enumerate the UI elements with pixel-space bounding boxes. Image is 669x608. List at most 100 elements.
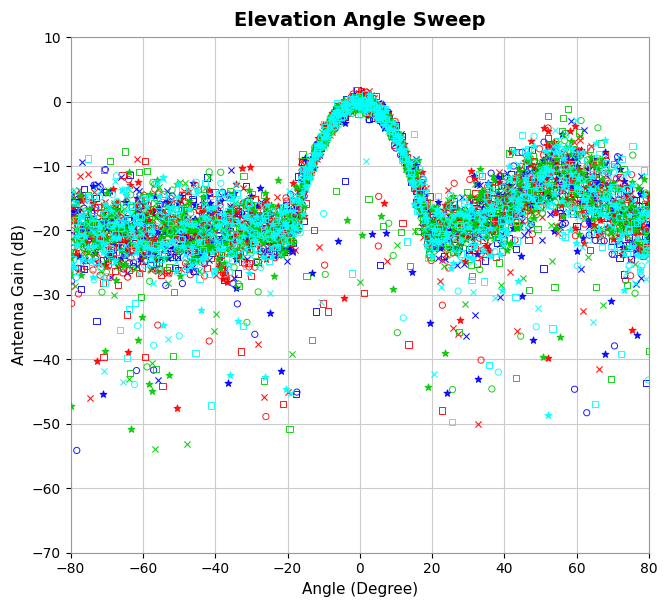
Point	[557, 126, 567, 136]
Point	[551, 142, 562, 152]
Point	[643, 375, 654, 385]
Point	[173, 240, 184, 250]
Point	[171, 245, 182, 255]
Point	[225, 165, 236, 175]
Point	[552, 164, 563, 173]
Point	[311, 149, 322, 159]
Point	[266, 235, 277, 245]
Point	[190, 200, 201, 210]
Point	[374, 112, 385, 122]
Point	[530, 168, 541, 178]
Point	[198, 241, 209, 250]
Point	[250, 210, 261, 220]
Point	[332, 103, 343, 112]
Point	[393, 133, 403, 143]
Point	[187, 196, 198, 206]
Point	[594, 230, 605, 240]
Point	[622, 184, 632, 194]
Point	[557, 129, 567, 139]
Point	[470, 309, 480, 319]
Point	[563, 202, 573, 212]
Point	[244, 185, 255, 195]
Point	[487, 221, 498, 230]
Point	[567, 144, 577, 154]
Point	[453, 235, 464, 244]
Point	[622, 248, 632, 258]
Point	[371, 114, 382, 124]
Point	[219, 238, 230, 247]
Point	[95, 182, 106, 192]
Point	[341, 94, 351, 103]
Point	[126, 223, 137, 232]
Point	[404, 173, 415, 182]
Point	[152, 178, 163, 188]
Point	[219, 216, 229, 226]
Point	[260, 188, 270, 198]
Point	[498, 213, 508, 223]
Point	[124, 210, 135, 219]
Point	[308, 157, 318, 167]
Point	[378, 112, 389, 122]
Point	[510, 198, 521, 208]
Point	[609, 219, 620, 229]
Point	[504, 215, 514, 224]
Point	[191, 178, 201, 187]
Point	[487, 193, 498, 203]
Point	[301, 271, 312, 280]
Point	[576, 210, 587, 220]
Point	[140, 239, 151, 249]
Point	[84, 246, 95, 255]
Point	[80, 255, 90, 265]
Point	[591, 170, 602, 179]
Point	[153, 201, 163, 211]
Point	[628, 201, 639, 210]
Point	[66, 192, 76, 202]
Point	[457, 232, 468, 242]
Point	[148, 235, 159, 245]
Point	[285, 195, 296, 205]
Point	[238, 242, 249, 252]
Point	[510, 373, 521, 382]
Point	[113, 234, 124, 244]
Point	[214, 219, 225, 229]
Point	[461, 215, 472, 225]
Point	[594, 150, 605, 159]
Point	[322, 120, 333, 130]
Point	[177, 210, 188, 220]
Point	[76, 216, 86, 226]
Point	[316, 139, 327, 149]
Point	[541, 173, 551, 182]
Point	[591, 282, 601, 292]
Point	[185, 234, 195, 244]
Point	[331, 119, 342, 128]
Point	[563, 198, 573, 208]
Point	[555, 222, 565, 232]
Point	[213, 212, 223, 221]
Point	[231, 188, 242, 198]
Point	[102, 204, 112, 214]
Point	[163, 253, 173, 263]
Point	[325, 112, 336, 122]
Point	[347, 99, 358, 109]
Point	[602, 176, 613, 186]
Point	[250, 256, 261, 266]
Point	[393, 131, 404, 140]
Point	[260, 254, 271, 264]
Point	[563, 141, 573, 151]
Point	[108, 190, 118, 199]
Point	[578, 194, 589, 204]
Point	[519, 201, 530, 210]
Point	[219, 231, 230, 241]
Point	[118, 226, 129, 235]
Point	[461, 209, 472, 218]
Point	[132, 195, 142, 205]
Point	[621, 268, 632, 278]
Point	[551, 180, 562, 190]
Point	[476, 171, 487, 181]
Point	[622, 199, 632, 209]
Point	[464, 191, 475, 201]
Point	[461, 234, 472, 244]
Point	[640, 239, 650, 249]
Point	[529, 191, 540, 201]
Point	[250, 205, 261, 215]
